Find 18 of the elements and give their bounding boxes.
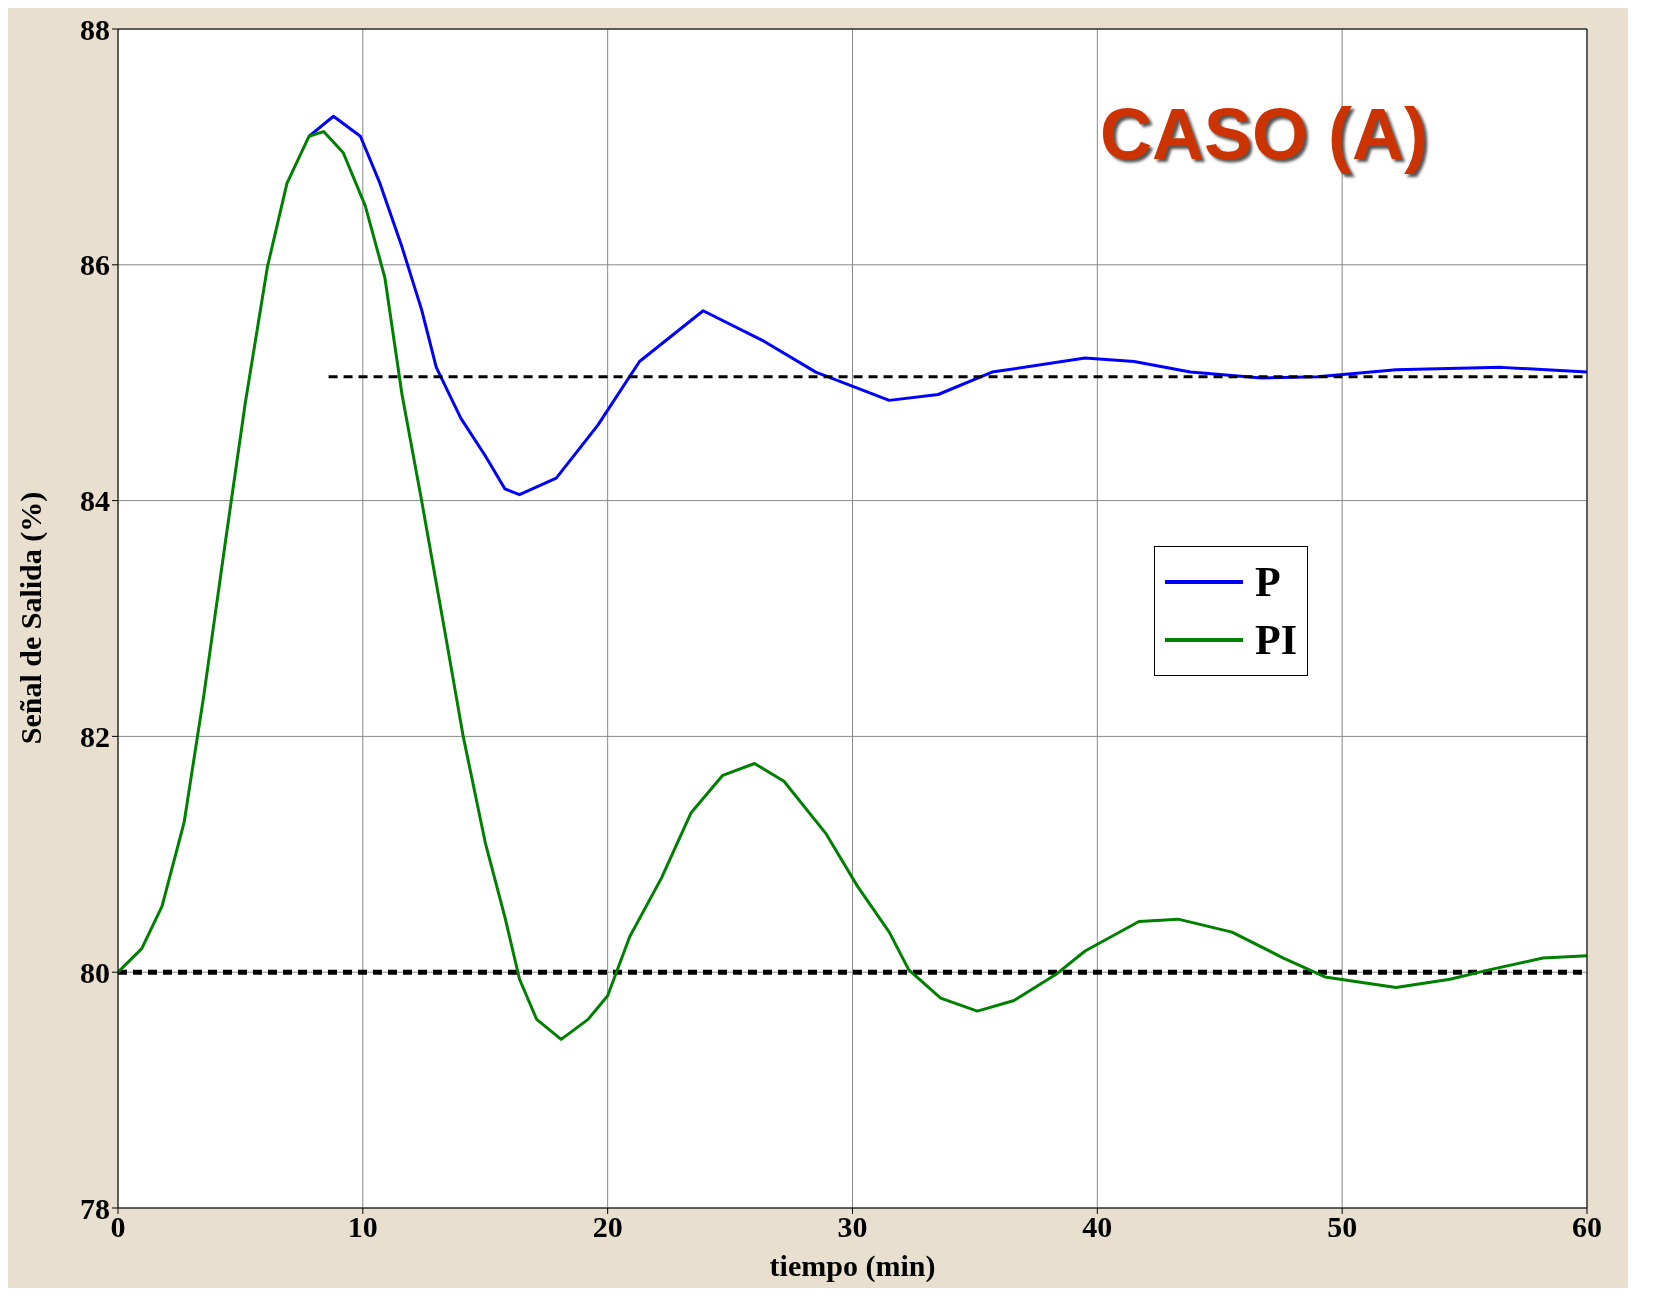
legend-label: P	[1255, 557, 1281, 606]
y-tick-label: 80	[80, 955, 110, 989]
x-tick-label: 0	[110, 1210, 126, 1244]
x-tick-label: 30	[837, 1210, 868, 1244]
x-axis-title: tiempo (min)	[769, 1249, 936, 1283]
y-tick-label: 84	[80, 484, 110, 518]
x-tick-label: 60	[1572, 1210, 1602, 1244]
legend-label: PI	[1255, 615, 1297, 664]
x-tick-label: 20	[592, 1210, 623, 1244]
x-tick-label: 10	[347, 1210, 378, 1244]
y-tick-label: 88	[80, 12, 110, 46]
x-tick-label: 40	[1082, 1210, 1113, 1244]
y-tick-label: 82	[80, 720, 110, 754]
y-tick-label: 78	[80, 1191, 110, 1225]
x-tick-label: 50	[1327, 1210, 1358, 1244]
y-tick-label: 86	[80, 248, 110, 282]
y-axis-title: Señal de Salida (%)	[14, 491, 48, 745]
annotation: CASO (A)	[1100, 93, 1428, 175]
